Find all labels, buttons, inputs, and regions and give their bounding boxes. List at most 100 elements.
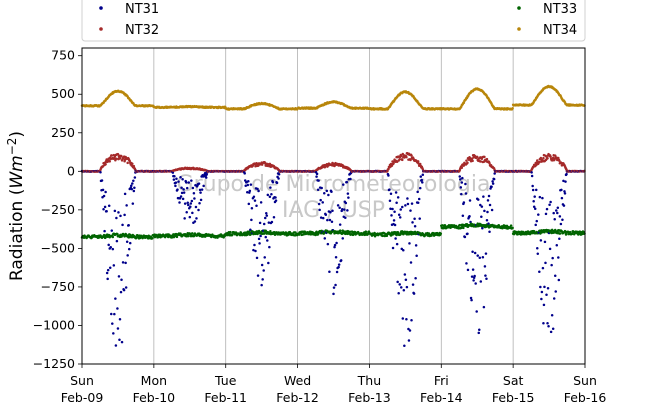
point-nt31 bbox=[554, 290, 557, 293]
point-nt31 bbox=[542, 321, 545, 325]
point-nt33 bbox=[175, 235, 179, 239]
point-nt31 bbox=[540, 290, 544, 294]
point-nt31 bbox=[530, 171, 533, 174]
point-nt31 bbox=[544, 261, 547, 265]
point-nt32 bbox=[116, 152, 120, 156]
point-nt31 bbox=[559, 222, 563, 226]
point-nt31 bbox=[263, 256, 266, 259]
point-nt31 bbox=[249, 183, 253, 186]
point-nt31 bbox=[491, 182, 495, 185]
point-nt31 bbox=[186, 203, 190, 207]
point-nt31 bbox=[537, 213, 540, 216]
point-nt31 bbox=[252, 195, 256, 198]
point-nt31 bbox=[271, 180, 275, 184]
point-nt31 bbox=[202, 184, 205, 188]
vertical-grid bbox=[153, 48, 514, 364]
point-nt31 bbox=[553, 218, 556, 221]
point-nt32 bbox=[400, 154, 403, 158]
point-nt31 bbox=[105, 210, 108, 213]
point-nt31 bbox=[188, 215, 192, 219]
point-nt31 bbox=[252, 248, 255, 252]
x-tick-date-label: Feb-11 bbox=[204, 390, 247, 405]
point-nt31 bbox=[486, 199, 490, 202]
point-nt31 bbox=[465, 262, 468, 265]
point-nt31 bbox=[565, 172, 568, 176]
point-nt31 bbox=[180, 191, 184, 195]
point-nt31 bbox=[246, 183, 250, 187]
point-nt31 bbox=[464, 192, 468, 195]
point-nt31 bbox=[411, 221, 414, 224]
point-nt31 bbox=[563, 192, 567, 195]
point-nt31 bbox=[131, 202, 135, 205]
point-nt31 bbox=[204, 176, 208, 179]
point-nt31 bbox=[109, 246, 112, 249]
point-nt31 bbox=[186, 201, 189, 205]
point-nt31 bbox=[346, 192, 350, 195]
point-nt31 bbox=[177, 180, 180, 183]
point-nt31 bbox=[401, 317, 405, 320]
point-nt31 bbox=[391, 207, 394, 211]
point-nt31 bbox=[557, 278, 561, 282]
point-nt31 bbox=[250, 218, 253, 222]
point-nt31 bbox=[473, 251, 477, 255]
point-nt31 bbox=[485, 277, 488, 280]
point-nt31 bbox=[244, 184, 247, 188]
x-tick-date-label: Feb-09 bbox=[61, 390, 104, 405]
point-nt33 bbox=[262, 232, 266, 235]
point-nt31 bbox=[277, 177, 280, 180]
point-nt31 bbox=[270, 220, 274, 224]
point-nt31 bbox=[339, 259, 343, 262]
point-nt31 bbox=[171, 171, 175, 174]
point-nt31 bbox=[199, 191, 202, 194]
point-nt32 bbox=[104, 162, 107, 166]
point-nt31 bbox=[413, 217, 416, 221]
point-nt31 bbox=[317, 179, 320, 182]
point-nt31 bbox=[393, 210, 396, 213]
point-nt31 bbox=[192, 192, 196, 195]
point-nt31 bbox=[552, 297, 556, 300]
point-nt31 bbox=[541, 266, 545, 270]
y-tick-label: −500 bbox=[41, 240, 75, 255]
point-nt31 bbox=[557, 256, 560, 259]
point-nt31 bbox=[327, 193, 330, 197]
point-nt31 bbox=[555, 244, 559, 247]
point-nt31 bbox=[120, 278, 123, 282]
point-nt31 bbox=[264, 235, 267, 239]
point-nt31 bbox=[530, 174, 534, 178]
point-nt31 bbox=[460, 192, 463, 196]
point-nt31 bbox=[486, 210, 489, 214]
point-nt31 bbox=[110, 312, 113, 316]
point-nt31 bbox=[490, 185, 493, 188]
point-nt32 bbox=[460, 166, 464, 170]
point-nt31 bbox=[421, 181, 424, 184]
point-nt31 bbox=[275, 181, 279, 185]
point-nt33 bbox=[186, 234, 190, 238]
point-nt31 bbox=[404, 204, 407, 207]
point-nt31 bbox=[390, 214, 393, 217]
x-tick-date-label: Feb-12 bbox=[276, 390, 319, 405]
point-nt31 bbox=[193, 197, 196, 200]
legend-marker bbox=[99, 6, 103, 10]
point-nt31 bbox=[113, 209, 117, 213]
point-nt32 bbox=[549, 155, 552, 159]
point-nt31 bbox=[412, 292, 416, 295]
point-nt31 bbox=[103, 205, 107, 209]
point-nt31 bbox=[117, 275, 121, 278]
point-nt31 bbox=[133, 186, 136, 189]
point-nt31 bbox=[102, 194, 106, 198]
point-nt31 bbox=[560, 196, 564, 200]
point-nt31 bbox=[321, 216, 325, 220]
point-nt31 bbox=[551, 256, 554, 260]
point-nt31 bbox=[174, 181, 178, 184]
point-nt33 bbox=[364, 230, 368, 233]
point-nt31 bbox=[408, 329, 412, 332]
point-nt31 bbox=[199, 198, 203, 202]
point-nt31 bbox=[259, 234, 262, 238]
point-nt31 bbox=[482, 305, 486, 309]
point-nt31 bbox=[255, 256, 259, 260]
point-nt31 bbox=[480, 215, 483, 218]
point-nt31 bbox=[248, 189, 252, 193]
point-nt31 bbox=[491, 180, 494, 183]
point-nt31 bbox=[403, 344, 406, 348]
point-nt31 bbox=[123, 192, 127, 196]
